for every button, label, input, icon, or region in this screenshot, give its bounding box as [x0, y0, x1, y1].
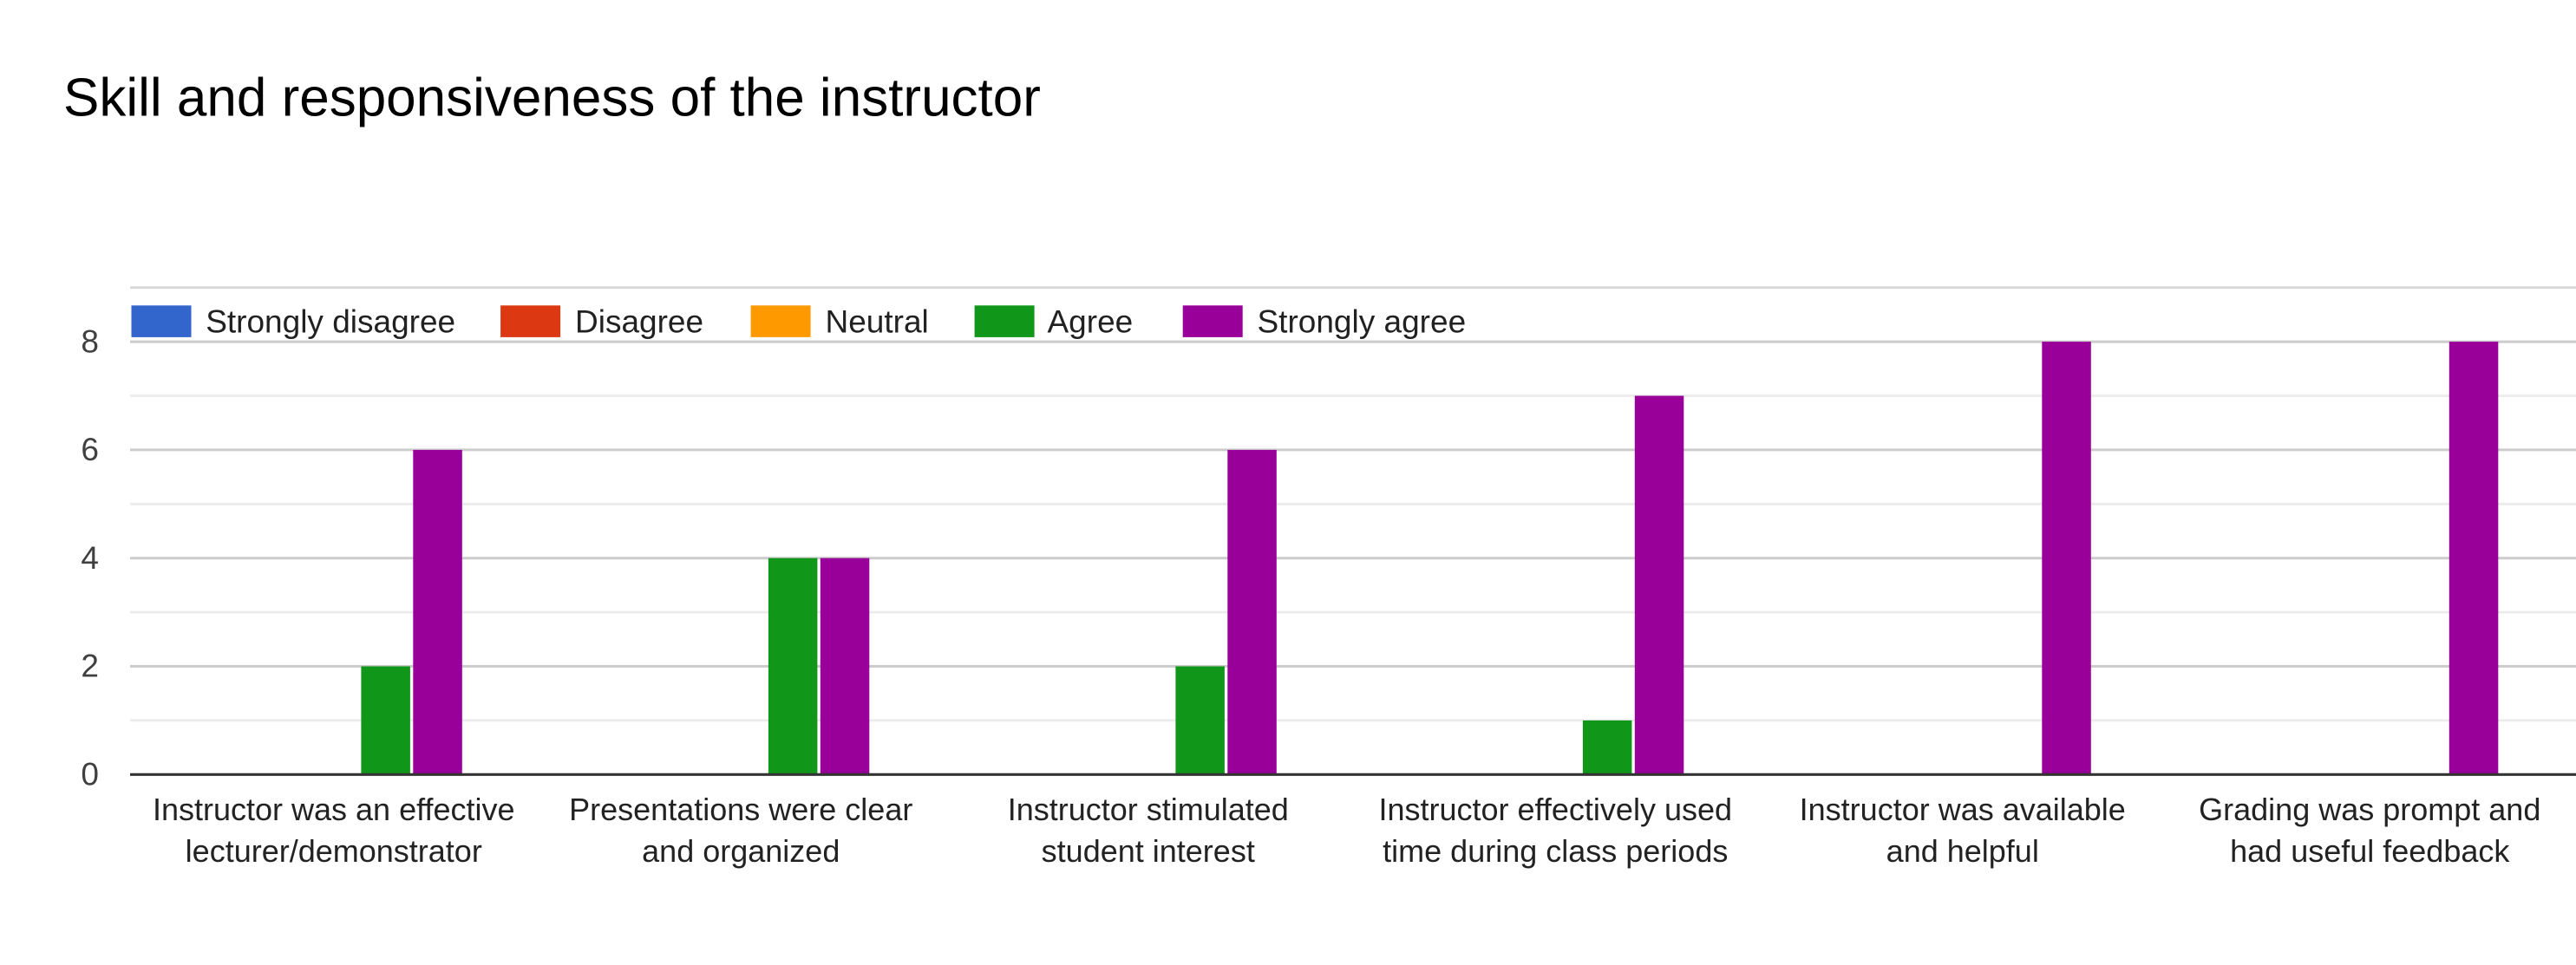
- svg-text:student interest: student interest: [1042, 833, 1255, 869]
- svg-text:8: 8: [81, 323, 99, 359]
- svg-text:4: 4: [81, 540, 99, 576]
- svg-text:Agree: Agree: [1048, 304, 1134, 340]
- svg-text:Grading was prompt and: Grading was prompt and: [2199, 792, 2540, 827]
- svg-text:time during class periods: time during class periods: [1383, 833, 1728, 869]
- svg-text:Presentations were clear: Presentations were clear: [569, 792, 912, 827]
- svg-text:and helpful: and helpful: [1886, 833, 2039, 869]
- svg-text:Instructor effectively used: Instructor effectively used: [1378, 792, 1732, 827]
- svg-text:Instructor was available: Instructor was available: [1800, 792, 2126, 827]
- svg-text:Disagree: Disagree: [575, 304, 703, 340]
- svg-text:lecturer/demonstrator: lecturer/demonstrator: [186, 833, 482, 869]
- svg-text:Strongly agree: Strongly agree: [1258, 304, 1467, 340]
- svg-text:had useful feedback: had useful feedback: [2230, 833, 2510, 869]
- svg-text:Skill and responsiveness of th: Skill and responsiveness of the instruct…: [63, 68, 1041, 128]
- svg-text:Neutral: Neutral: [826, 304, 929, 340]
- svg-text:Instructor stimulated: Instructor stimulated: [1008, 792, 1289, 827]
- svg-text:0: 0: [81, 757, 99, 792]
- svg-text:Strongly disagree: Strongly disagree: [206, 304, 455, 340]
- svg-text:2: 2: [81, 649, 99, 684]
- svg-text:and organized: and organized: [642, 833, 840, 869]
- svg-text:Instructor was an effective: Instructor was an effective: [153, 792, 515, 827]
- svg-text:6: 6: [81, 432, 99, 467]
